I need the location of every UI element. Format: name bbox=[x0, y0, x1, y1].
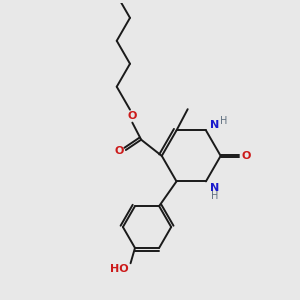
Text: HO: HO bbox=[110, 263, 129, 274]
Text: O: O bbox=[241, 151, 251, 161]
Text: H: H bbox=[211, 191, 218, 201]
Text: O: O bbox=[114, 146, 124, 157]
Text: H: H bbox=[220, 116, 227, 126]
Text: N: N bbox=[210, 120, 219, 130]
Text: O: O bbox=[127, 111, 136, 121]
Text: N: N bbox=[210, 183, 219, 193]
